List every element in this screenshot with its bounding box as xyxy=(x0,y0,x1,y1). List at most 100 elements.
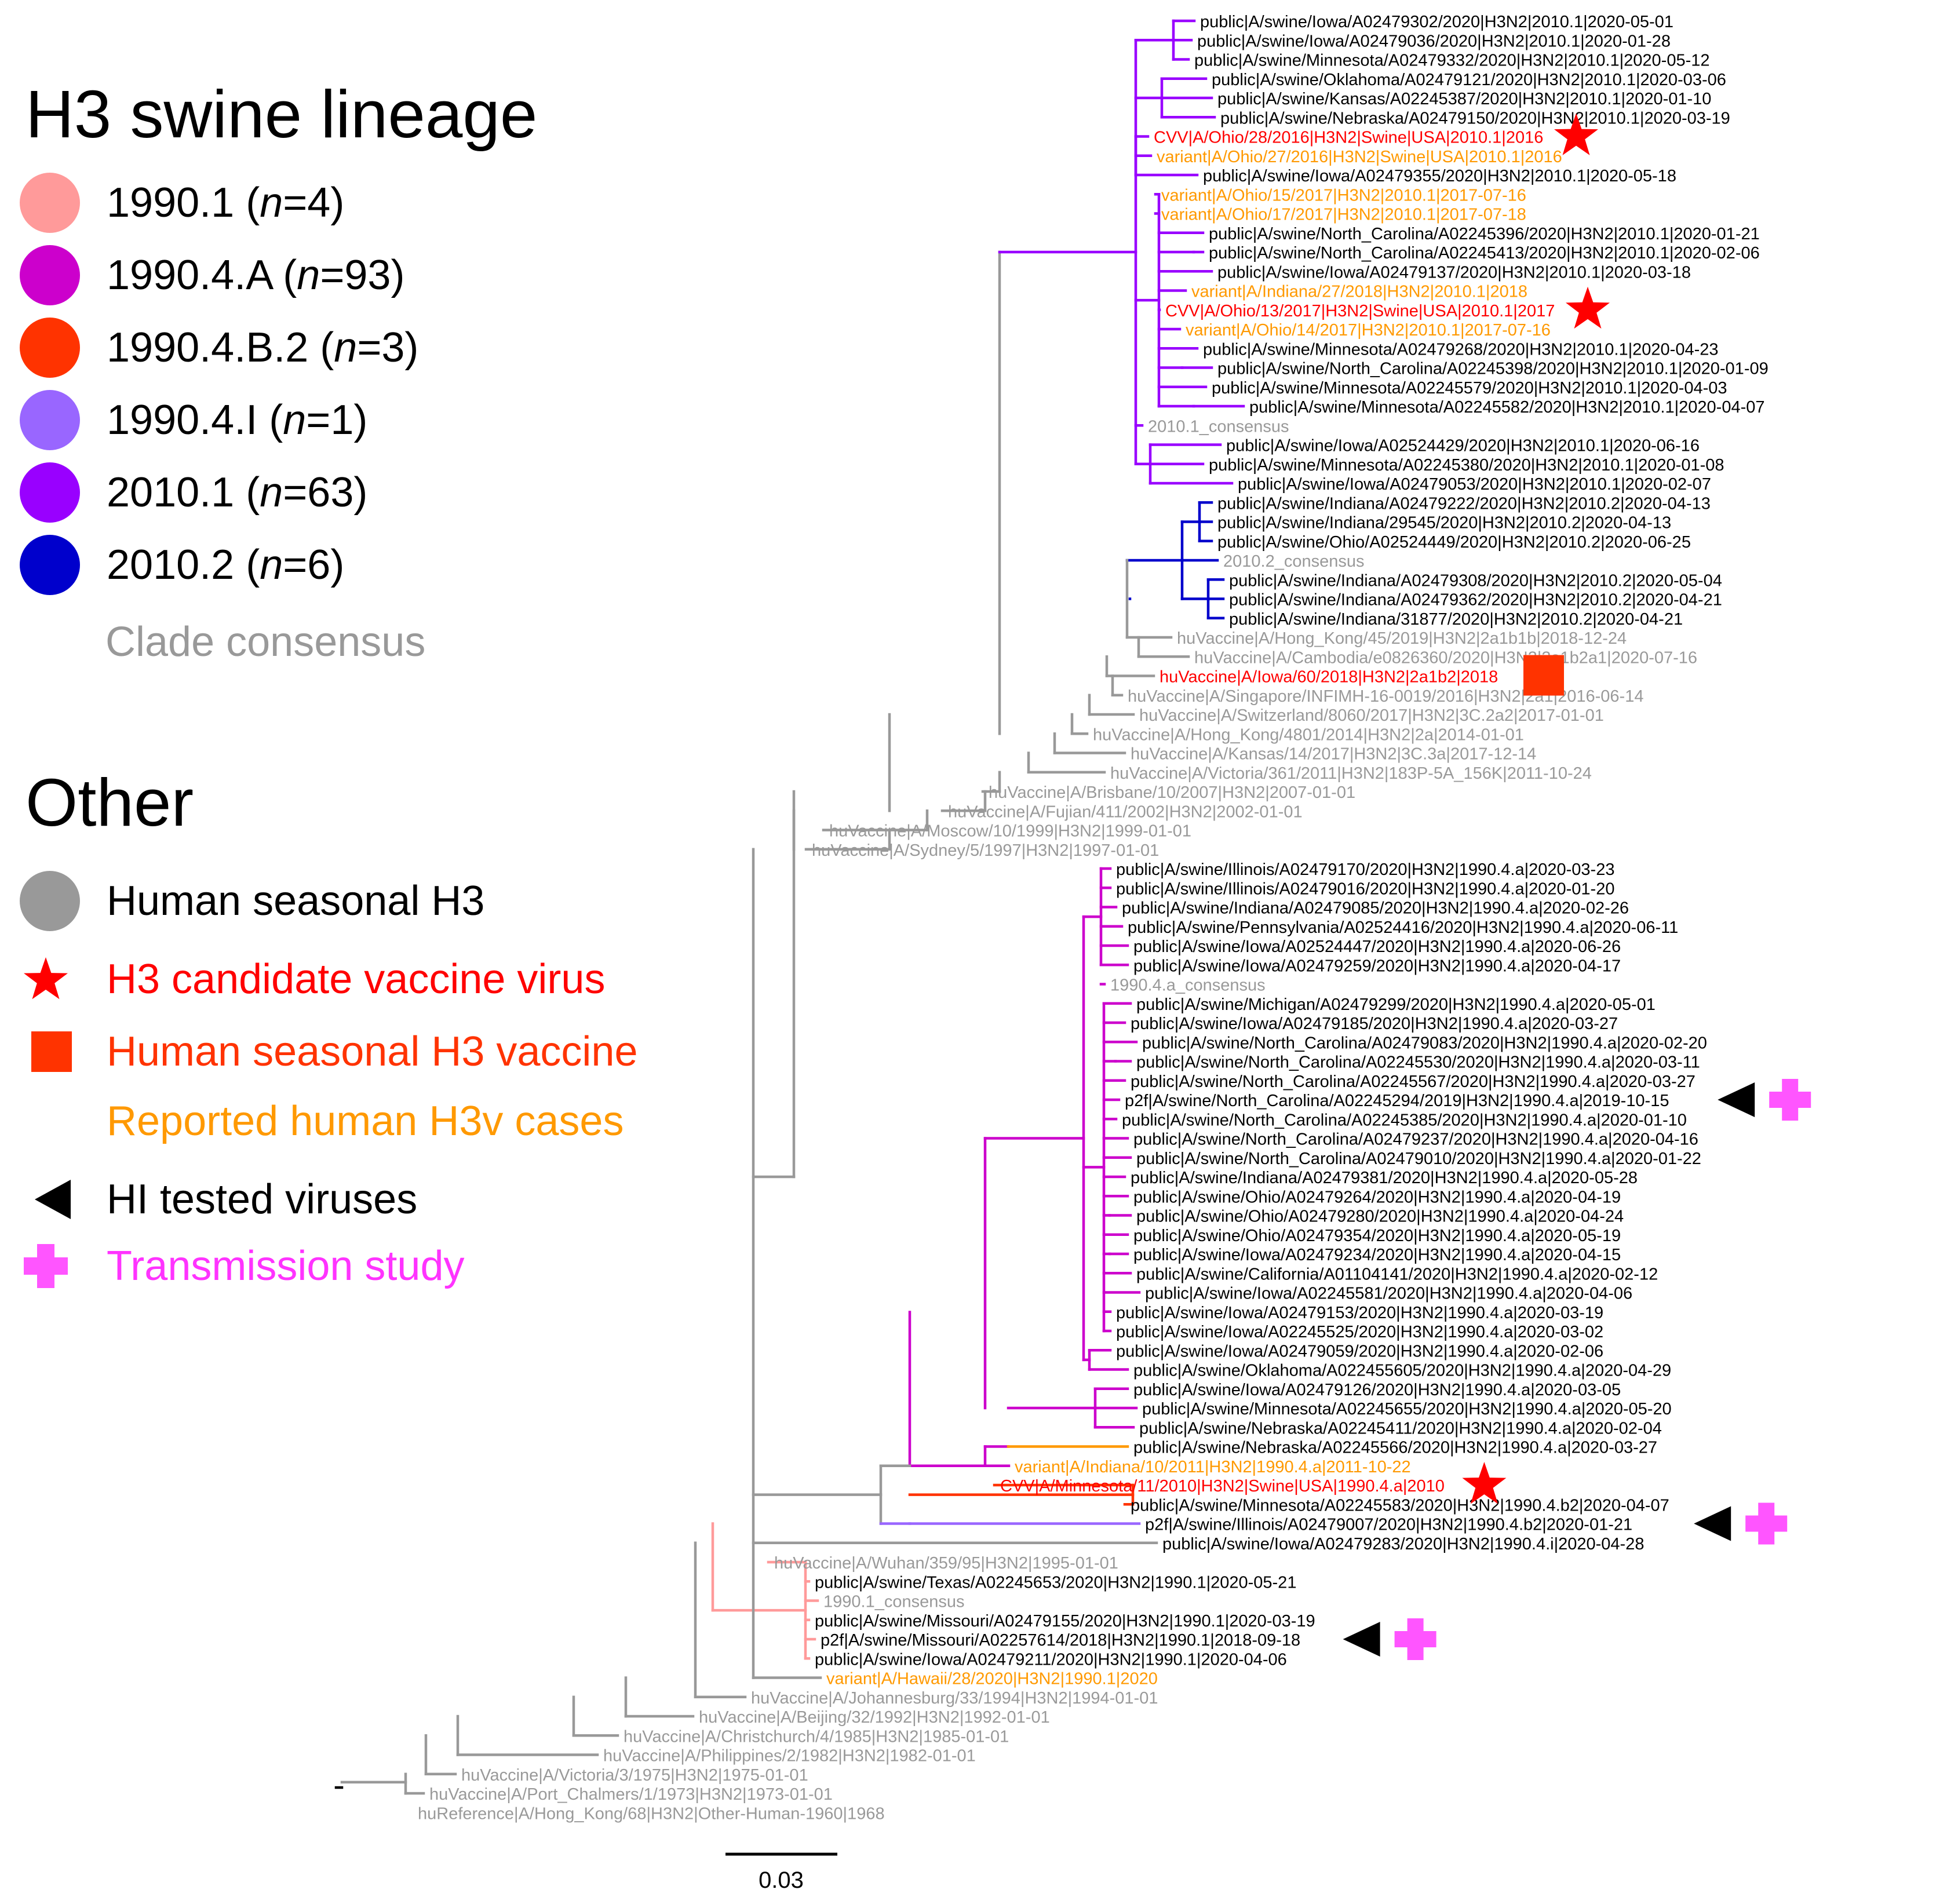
tip-label: public|A/swine/Iowa/A02524447/2020|H3N2|… xyxy=(1133,938,1621,956)
tip-label: huVaccine|A/Philippines/2/1982|H3N2|1982… xyxy=(603,1747,976,1766)
tip-label: public|A/swine/Iowa/A02479283/2020|H3N2|… xyxy=(1162,1535,1644,1553)
tip-label: public|A/swine/Iowa/A02479259/2020|H3N2|… xyxy=(1133,957,1621,975)
tip-label: 2010.2_consensus xyxy=(1223,552,1364,571)
tip-label: variant|A/Ohio/14/2017|H3N2|2010.1|2017-… xyxy=(1186,321,1551,340)
tip-label: public|A/swine/Indiana/A02479362/2020|H3… xyxy=(1229,591,1722,610)
tip-label: public|A/swine/North_Carolina/A02245398/… xyxy=(1217,360,1769,378)
circle-icon xyxy=(20,871,83,931)
tip-label: huVaccine|A/Victoria/361/2011|H3N2|183P-… xyxy=(1110,764,1592,783)
tip-label: public|A/swine/Iowa/A02479036/2020|H3N2|… xyxy=(1197,32,1671,50)
legend-other-label: HI tested viruses xyxy=(107,1176,418,1223)
tip-label: huVaccine|A/Johannesburg/33/1994|H3N2|19… xyxy=(751,1689,1158,1708)
scale-bar: 0.03 xyxy=(725,1852,837,1893)
legend-lineage-1990-4-A: 1990.4.A (n=93) xyxy=(20,245,405,305)
tip-label: CVV|A/Ohio/28/2016|H3N2|Swine|USA|2010.1… xyxy=(1154,129,1543,147)
legend-other-label: Reported human H3v cases xyxy=(107,1098,624,1144)
lineage-count: =4) xyxy=(283,180,345,226)
tip-label: public|A/swine/North_Carolina/A02245567/… xyxy=(1131,1073,1696,1091)
legend-lineage-2010-2: 2010.2 (n=6) xyxy=(20,535,345,595)
star-icon xyxy=(20,950,83,1008)
tip-label: public|A/swine/Minnesota/A02245582/2020|… xyxy=(1249,398,1764,417)
tip-label: public|A/swine/Iowa/A02479355/2020|H3N2|… xyxy=(1203,167,1676,185)
tip-label: huVaccine|A/Hong_Kong/45/2019|H3N2|2a1b1… xyxy=(1177,629,1627,648)
tip-label: variant|A/Indiana/27/2018|H3N2|2010.1|20… xyxy=(1191,283,1527,301)
legend-lineage-2010-1: 2010.1 (n=63) xyxy=(20,462,368,523)
lineage-n-symbol: n xyxy=(260,469,283,516)
tip-label: public|A/swine/Minnesota/A02479332/2020|… xyxy=(1194,52,1709,70)
tip-label: huVaccine|A/Wuhan/359/95|H3N2|1995-01-01 xyxy=(774,1554,1118,1573)
lineage-name: 1990.4.I (n=1) xyxy=(107,397,368,443)
tip-label: public|A/swine/Iowa/A02245525/2020|H3N2|… xyxy=(1116,1323,1603,1341)
tip-label: public|A/swine/North_Carolina/A02479237/… xyxy=(1133,1130,1698,1149)
tip-label: p2f|A/swine/Illinois/A02479007/2020|H3N2… xyxy=(1145,1516,1632,1534)
lineage-n-symbol: n xyxy=(283,397,307,443)
tip-label: public|A/swine/Nebraska/A02245566/2020|H… xyxy=(1133,1439,1657,1457)
tip-label: public|A/swine/Ohio/A02479264/2020|H3N2|… xyxy=(1133,1188,1621,1206)
lineage-dot-icon xyxy=(20,173,83,233)
star-icon xyxy=(1566,286,1610,329)
tip-label: public|A/swine/Indiana/A02479222/2020|H3… xyxy=(1217,494,1711,513)
tip-label: public|A/swine/Ohio/A02479354/2020|H3N2|… xyxy=(1133,1227,1621,1245)
triangle-icon xyxy=(1718,1082,1755,1117)
cross-icon xyxy=(1769,1079,1811,1121)
tip-label: huVaccine|A/Brisbane/10/2007|H3N2|2007-0… xyxy=(989,783,1355,802)
tip-label: CVV|A/Ohio/13/2017|H3N2|Swine|USA|2010.1… xyxy=(1165,302,1555,320)
tip-label: huVaccine|A/Moscow/10/1999|H3N2|1999-01-… xyxy=(829,822,1191,841)
lineage-count: =6) xyxy=(283,542,345,588)
tip-label: public|A/swine/Iowa/A02245581/2020|H3N2|… xyxy=(1145,1285,1632,1303)
blank-icon xyxy=(20,1092,83,1150)
lineage-count: =93) xyxy=(320,252,405,298)
tip-label: huVaccine|A/Fujian/411/2002|H3N2|2002-01… xyxy=(948,803,1303,821)
tip-label: public|A/swine/Iowa/A02479234/2020|H3N2|… xyxy=(1133,1246,1621,1264)
tip-label: public|A/swine/Texas/A02245653/2020|H3N2… xyxy=(815,1573,1296,1592)
tip-label: public|A/swine/Oklahoma/A02479121/2020|H… xyxy=(1212,71,1726,89)
tip-label: public|A/swine/Illinois/A02479170/2020|H… xyxy=(1116,860,1614,879)
tip-label: variant|A/Hawaii/28/2020|H3N2|1990.1|202… xyxy=(826,1670,1158,1688)
lineage-dot-icon xyxy=(20,535,83,595)
legend-lineage-1990-4-I: 1990.4.I (n=1) xyxy=(20,390,368,450)
lineage-count: =63) xyxy=(283,469,368,516)
tip-label: public|A/swine/California/A01104141/2020… xyxy=(1136,1265,1658,1283)
tip-label: public|A/swine/Iowa/A02479185/2020|H3N2|… xyxy=(1131,1015,1618,1033)
tip-label: variant|A/Ohio/15/2017|H3N2|2010.1|2017-… xyxy=(1161,186,1526,205)
tip-label: public|A/swine/Ohio/A02524449/2020|H3N2|… xyxy=(1217,533,1691,552)
square-icon xyxy=(1523,655,1564,696)
tip-label: huVaccine|A/Victoria/3/1975|H3N2|1975-01… xyxy=(461,1766,808,1785)
square-icon xyxy=(20,1023,83,1081)
tip-label: huVaccine|A/Cambodia/e0826360/2020|H3N2|… xyxy=(1194,648,1697,667)
tip-label: public|A/swine/Minnesota/A02245380/2020|… xyxy=(1209,456,1724,475)
tip-label: 2010.1_consensus xyxy=(1148,417,1289,436)
tip-labels: public|A/swine/Iowa/A02479302/2020|H3N2|… xyxy=(418,13,1769,1823)
tip-label: public|A/swine/Michigan/A02479299/2020|H… xyxy=(1136,995,1656,1014)
tip-label: public|A/swine/Iowa/A02479126/2020|H3N2|… xyxy=(1133,1381,1621,1399)
tip-label: public|A/swine/Minnesota/A02245583/2020|… xyxy=(1131,1496,1669,1515)
lineage-n-symbol: n xyxy=(260,542,283,588)
legend-lineage-1990-1: 1990.1 (n=4) xyxy=(20,173,345,233)
lineage-n-symbol: n xyxy=(260,180,283,226)
tip-label: public|A/swine/North_Carolina/A02245396/… xyxy=(1209,225,1760,243)
tip-label: 1990.4.a_consensus xyxy=(1110,976,1266,995)
tip-label: huVaccine|A/Switzerland/8060/2017|H3N2|3… xyxy=(1139,706,1604,725)
tip-label: huVaccine|A/Singapore/INFIMH-16-0019/201… xyxy=(1128,687,1643,706)
tip-label: huVaccine|A/Beijing/32/1992|H3N2|1992-01… xyxy=(699,1708,1050,1727)
tip-label: public|A/swine/North_Carolina/A02479010/… xyxy=(1136,1150,1701,1168)
tip-label: public|A/swine/Pennsylvania/A02524416/20… xyxy=(1128,918,1678,937)
tip-label: public|A/swine/Indiana/29545/2020|H3N2|2… xyxy=(1217,514,1671,532)
tip-label: huVaccine|A/Christchurch/4/1985|H3N2|198… xyxy=(624,1727,1009,1746)
legend-other-label: H3 candidate vaccine virus xyxy=(107,956,606,1002)
tip-label: variant|A/Ohio/17/2017|H3N2|2010.1|2017-… xyxy=(1161,206,1526,224)
triangle-icon xyxy=(1343,1622,1380,1657)
legend-other-transmission-study: Transmission study xyxy=(20,1237,465,1295)
cross-icon xyxy=(1394,1618,1436,1660)
lineage-name: 1990.4.B.2 (n=3) xyxy=(107,324,419,371)
legend-consensus-label: Clade consensus xyxy=(105,619,426,665)
lineage-n-symbol: n xyxy=(297,252,320,298)
tip-label: public|A/swine/Minnesota/A02479268/2020|… xyxy=(1203,340,1718,359)
tip-label: public|A/swine/Indiana/A02479308/2020|H3… xyxy=(1229,571,1722,590)
legend-other-reported-human-h3v-cases: Reported human H3v cases xyxy=(20,1092,624,1150)
lineage-count: =1) xyxy=(306,397,368,443)
legend-other-label: Human seasonal H3 vaccine xyxy=(107,1028,638,1075)
lineage-dot-icon xyxy=(20,245,83,305)
tip-label: huVaccine|A/Iowa/60/2018|H3N2|2a1b2|2018 xyxy=(1160,668,1498,687)
